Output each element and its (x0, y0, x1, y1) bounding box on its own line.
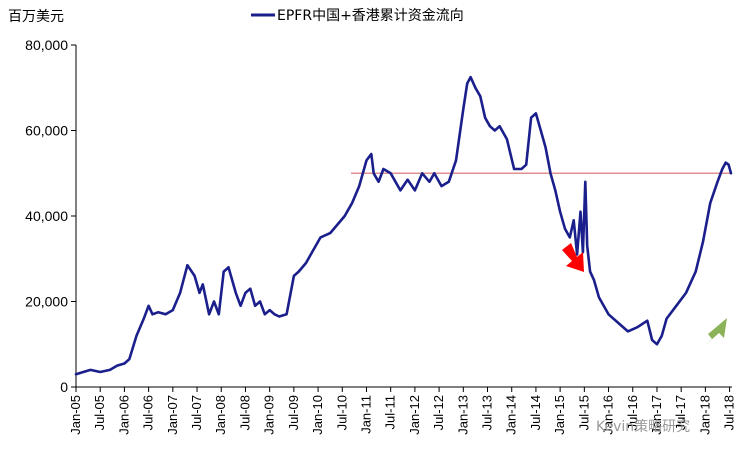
x-tick-label: Jul-11 (383, 395, 398, 429)
series-group (74, 75, 733, 376)
unit-label: 百万美元 (8, 9, 64, 25)
x-tick-label: Jan-14 (504, 395, 519, 435)
y-tick-label: 60,000 (25, 123, 68, 139)
x-tick-label: Jul-14 (528, 395, 543, 430)
y-ticks: 0 20,000 40,000 60,000 80,000 (25, 37, 76, 395)
x-tick-label: Jul-08 (237, 395, 252, 430)
x-tick-label: Jan-10 (310, 395, 325, 435)
x-ticks: Jan-05 Jul-05 Jan-06 Jul-06 Jan-07 Jul-07 Jan-… (68, 387, 737, 435)
x-tick-label: Jan-13 (455, 395, 470, 435)
x-tick-label: Jul-06 (141, 395, 156, 430)
x-tick-label: Jul-18 (722, 395, 737, 430)
x-tick-label: Jan-15 (552, 395, 567, 435)
x-tick-label: Jan-11 (358, 395, 373, 434)
x-tick-label: Jul-15 (576, 395, 591, 430)
watermark-text: Kevin策略研究 (596, 418, 690, 435)
x-tick-label: Jul-13 (480, 395, 495, 430)
x-tick-label: Jan-18 (697, 395, 712, 435)
legend-label: EPFR中国+香港累计资金流向 (277, 8, 464, 24)
green-arrow-icon (703, 318, 727, 347)
y-tick-label: 40,000 (25, 208, 68, 224)
y-tick-label: 80,000 (25, 37, 68, 53)
x-tick-label: Jan-07 (165, 395, 180, 435)
x-tick-label: Jul-12 (431, 395, 446, 430)
x-tick-label: Jul-16 (625, 395, 640, 430)
x-tick-label: Jan-06 (116, 395, 131, 435)
x-tick-label: Jul-07 (189, 395, 204, 430)
x-tick-label: Jan-05 (68, 395, 83, 435)
x-tick-label: Jul-05 (92, 395, 107, 430)
x-tick-label: Jan-09 (262, 395, 277, 435)
y-tick-label: 20,000 (25, 294, 68, 310)
series-line (74, 75, 733, 376)
x-tick-label: Jan-16 (601, 395, 616, 435)
x-tick-label: Jul-17 (673, 395, 688, 430)
x-tick-label: Jan-08 (213, 395, 228, 435)
red-arrow-icon (562, 243, 584, 272)
x-tick-label: Jul-09 (286, 395, 301, 430)
legend: EPFR中国+香港累计资金流向 (251, 8, 464, 24)
y-tick-label: 0 (60, 379, 68, 395)
x-tick-label: Jan-17 (649, 395, 664, 435)
x-tick-label: Jul-10 (334, 395, 349, 430)
x-tick-label: Jan-12 (407, 395, 422, 435)
